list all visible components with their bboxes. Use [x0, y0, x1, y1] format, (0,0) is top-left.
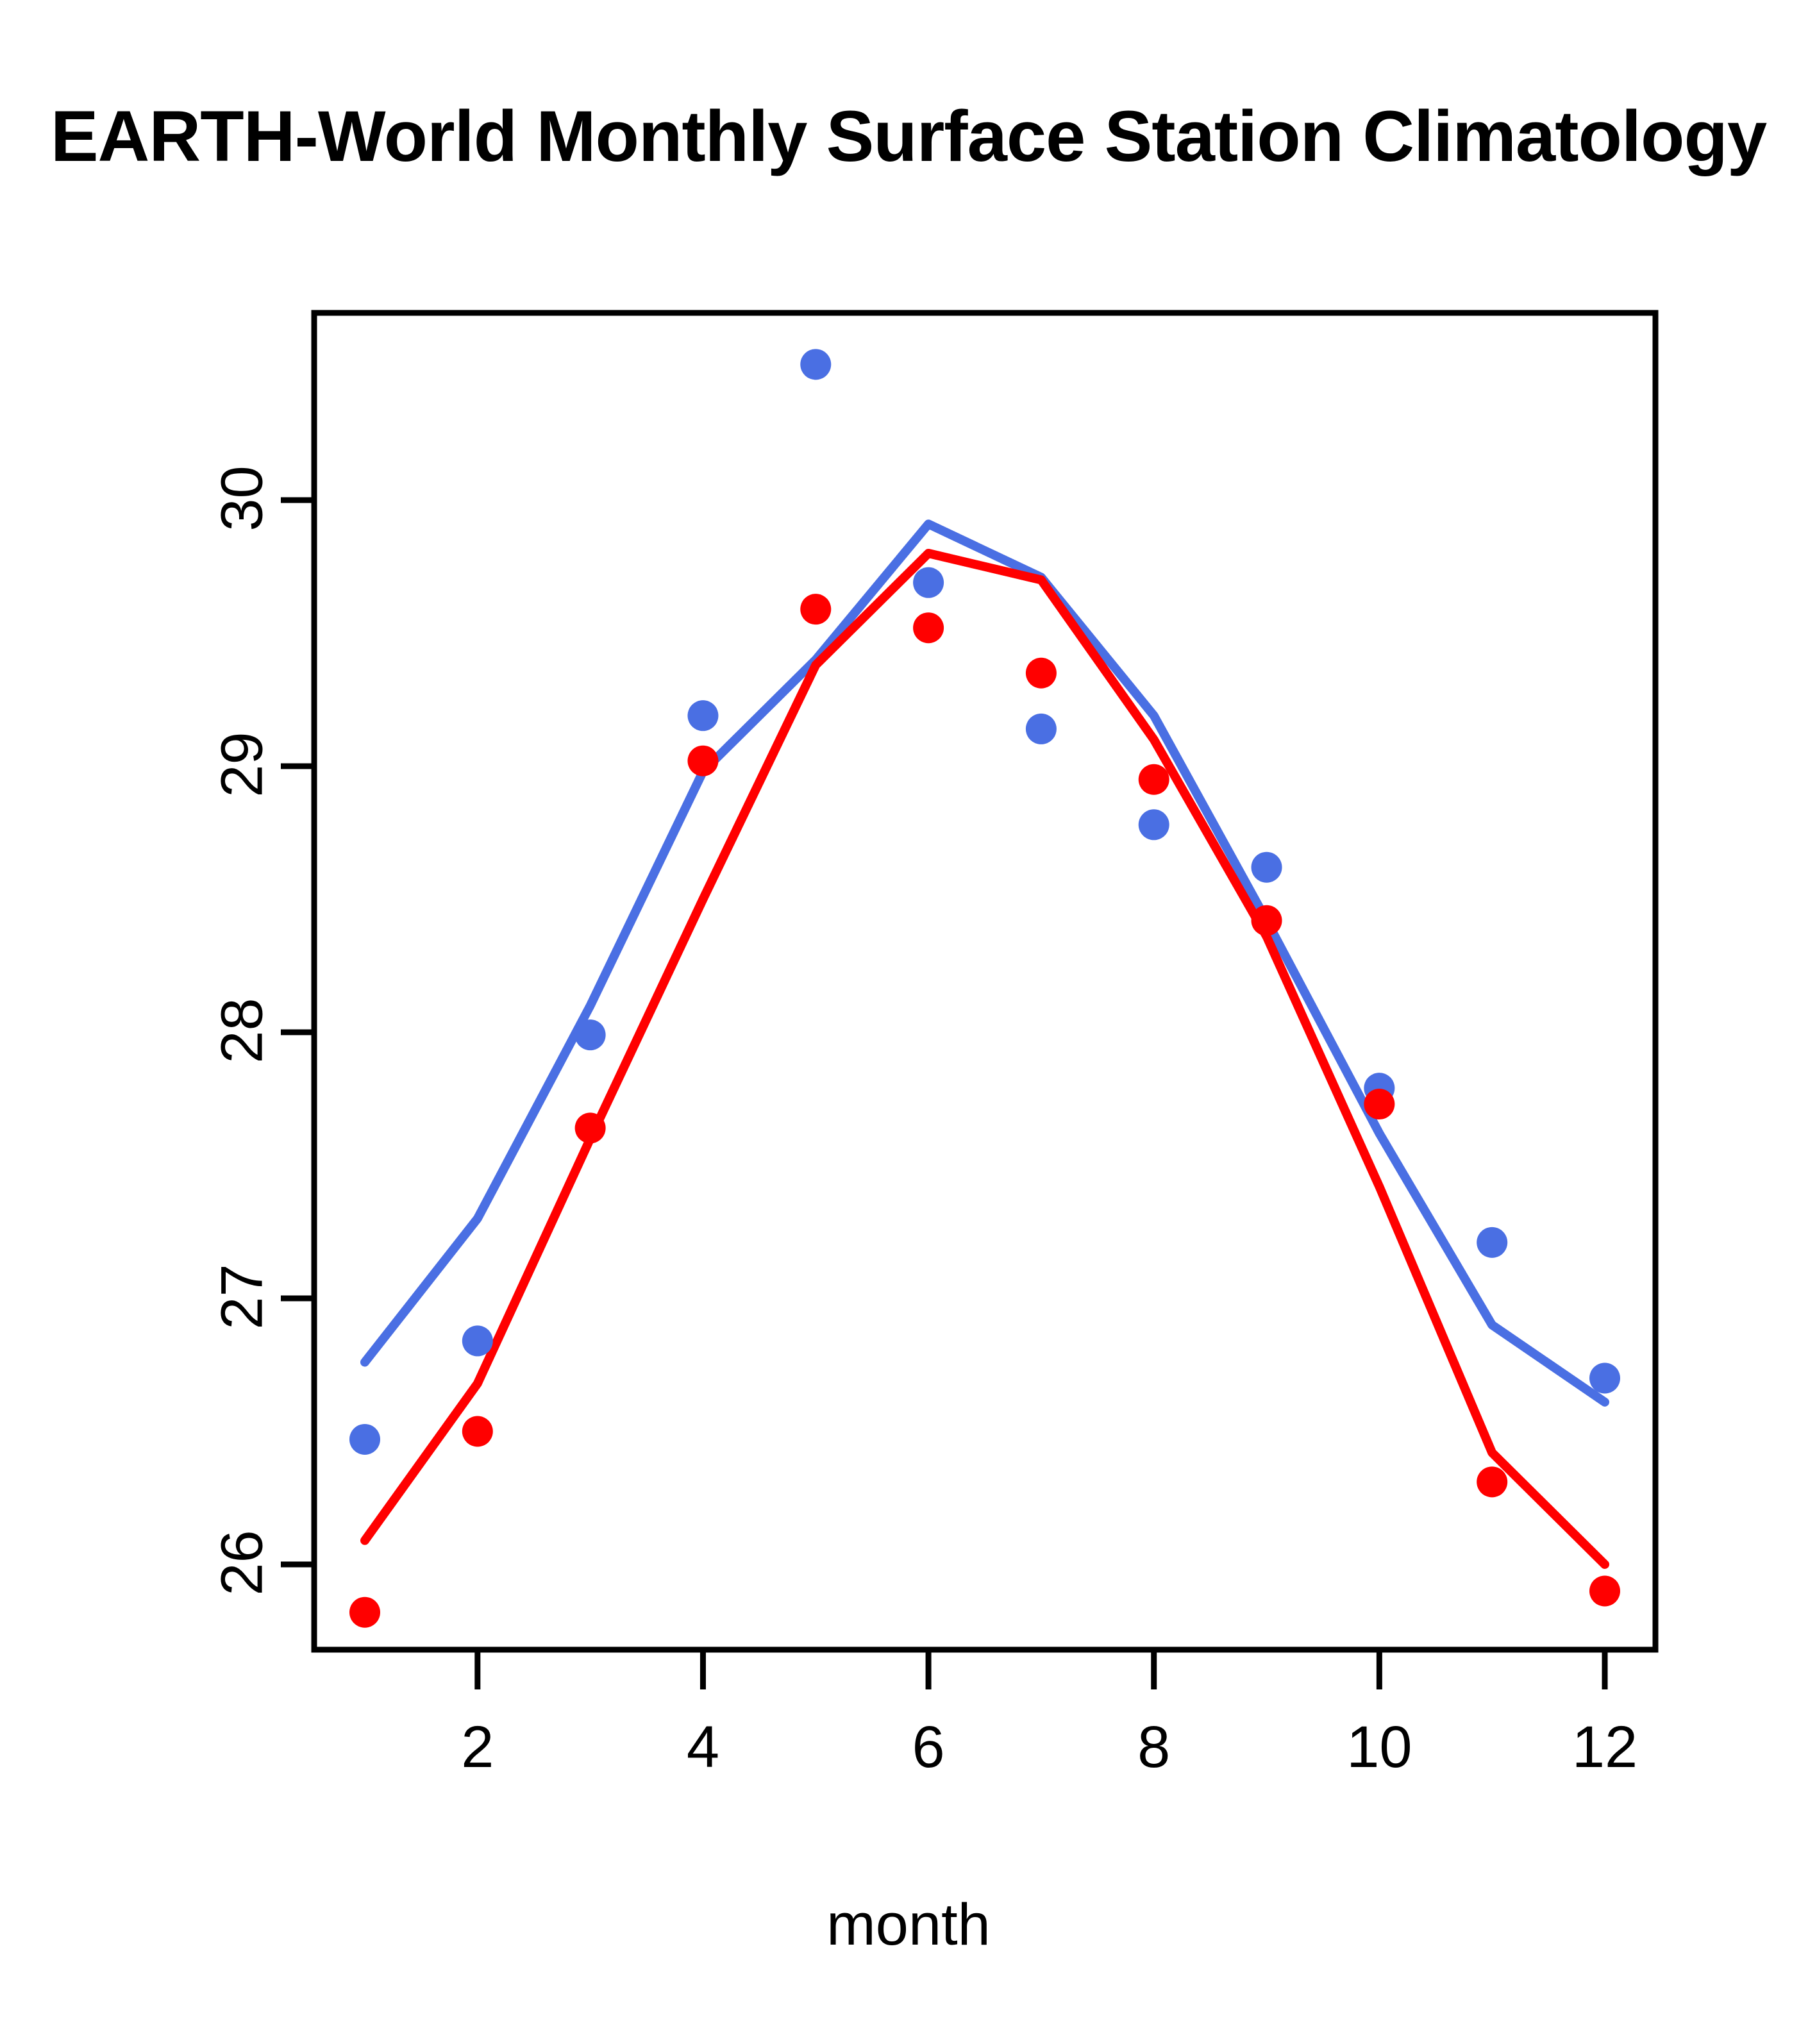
data-point-blue-points [800, 349, 832, 380]
x-axis-tick-label: 12 [1571, 1714, 1638, 1780]
data-point-blue-points [1251, 851, 1282, 883]
data-point-blue-points [1025, 713, 1057, 744]
x-axis-tick-label: 2 [461, 1714, 494, 1780]
y-axis-tick-label: 27 [209, 1264, 275, 1330]
data-point-red-points [800, 594, 832, 625]
data-point-red-points [574, 1112, 606, 1144]
x-axis-title: month [826, 1892, 991, 1957]
series-lines [360, 519, 1609, 1569]
data-point-red-points [462, 1416, 493, 1447]
data-point-red-points [913, 612, 944, 644]
data-point-blue-points [1138, 809, 1169, 841]
data-point-red-points [1589, 1575, 1620, 1607]
x-axis-ticks [474, 1650, 1608, 1689]
data-point-blue-points [913, 567, 944, 598]
data-point-red-points [687, 745, 719, 776]
y-axis-tick-label: 30 [209, 465, 275, 532]
y-axis-ticks [281, 497, 314, 1568]
chart-title: EARTH-World Monthly Surface Station Clim… [50, 96, 1767, 176]
data-point-blue-points [1589, 1362, 1620, 1394]
x-axis-tick-label: 8 [1137, 1714, 1171, 1780]
y-axis-tick-label: 29 [209, 732, 275, 798]
data-point-blue-points [687, 700, 719, 732]
y-axis-tick-label: 26 [209, 1530, 275, 1596]
y-axis-tick-label: 28 [209, 998, 275, 1064]
x-axis-tick-label: 6 [912, 1714, 945, 1780]
data-point-red-points [1477, 1466, 1508, 1498]
data-point-blue-points [462, 1325, 493, 1357]
data-point-blue-points [574, 1019, 606, 1051]
data-point-blue-points [1477, 1227, 1508, 1258]
data-point-red-points [1025, 657, 1057, 689]
series-line-blue-line [360, 519, 1609, 1407]
data-point-blue-points [349, 1423, 380, 1455]
plot-box [311, 310, 1659, 1653]
plot-border [311, 310, 1659, 1653]
x-axis-tick-label: 4 [686, 1714, 720, 1780]
data-point-red-points [1251, 905, 1282, 936]
data-point-red-points [1364, 1089, 1395, 1120]
data-point-red-points [1138, 764, 1169, 795]
data-point-red-points [349, 1596, 380, 1628]
series-points [349, 349, 1620, 1628]
series-line-red-line [360, 549, 1609, 1569]
x-axis-tick-label: 10 [1346, 1714, 1412, 1780]
